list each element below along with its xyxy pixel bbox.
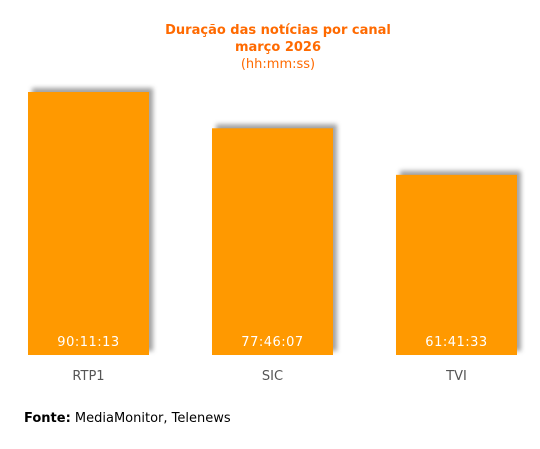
category-label-tvi: TVI: [445, 369, 467, 384]
category-label-sic: SIC: [262, 369, 283, 384]
chart-title: Duração das notícias por canal: [165, 23, 391, 38]
bar-rtp1: [28, 92, 149, 355]
category-label-rtp1: RTP1: [72, 369, 104, 384]
value-label-sic: 77:46:07: [241, 335, 303, 350]
value-label-tvi: 61:41:33: [425, 335, 487, 350]
bar-sic: [212, 128, 333, 355]
source-note: Fonte: MediaMonitor, Telenews: [24, 411, 231, 426]
bar-tvi: [396, 174, 517, 355]
bars-layer: 90:11:13 RTP1 77:46:07 SIC 61:41:33 TVI: [28, 88, 521, 384]
source-label: Fonte:: [24, 411, 71, 426]
chart-title-block: Duração das notícias por canal março 202…: [0, 22, 540, 73]
chart-unit: (hh:mm:ss): [240, 57, 316, 72]
chart-subtitle: março 2026: [234, 40, 322, 55]
value-label-rtp1: 90:11:13: [57, 335, 119, 350]
source-text: MediaMonitor, Telenews: [74, 411, 231, 426]
